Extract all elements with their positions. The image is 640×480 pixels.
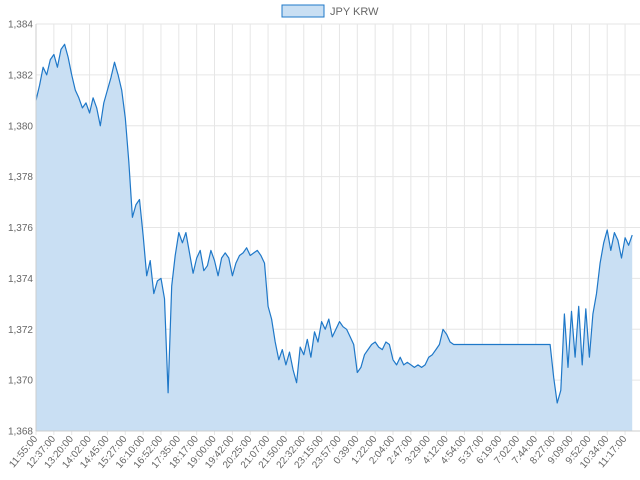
area-series	[35, 43, 633, 432]
legend[interactable]: JPY KRW	[281, 4, 379, 18]
y-tick-label: 1,380	[8, 121, 33, 132]
series-line	[35, 43, 633, 404]
y-tick-label: 1,376	[8, 223, 33, 234]
y-tick-label: 1,384	[8, 20, 33, 31]
y-tick-label: 1,368	[8, 427, 33, 438]
y-tick-label: 1,372	[8, 325, 33, 336]
y-tick-label: 1,378	[8, 172, 33, 183]
series-area-fill	[36, 44, 633, 432]
legend-swatch	[281, 4, 325, 18]
y-tick-label: 1,374	[8, 274, 33, 285]
legend-label: JPY KRW	[330, 6, 379, 18]
y-tick-label: 1,382	[8, 70, 33, 81]
y-tick-label: 1,370	[8, 376, 33, 387]
